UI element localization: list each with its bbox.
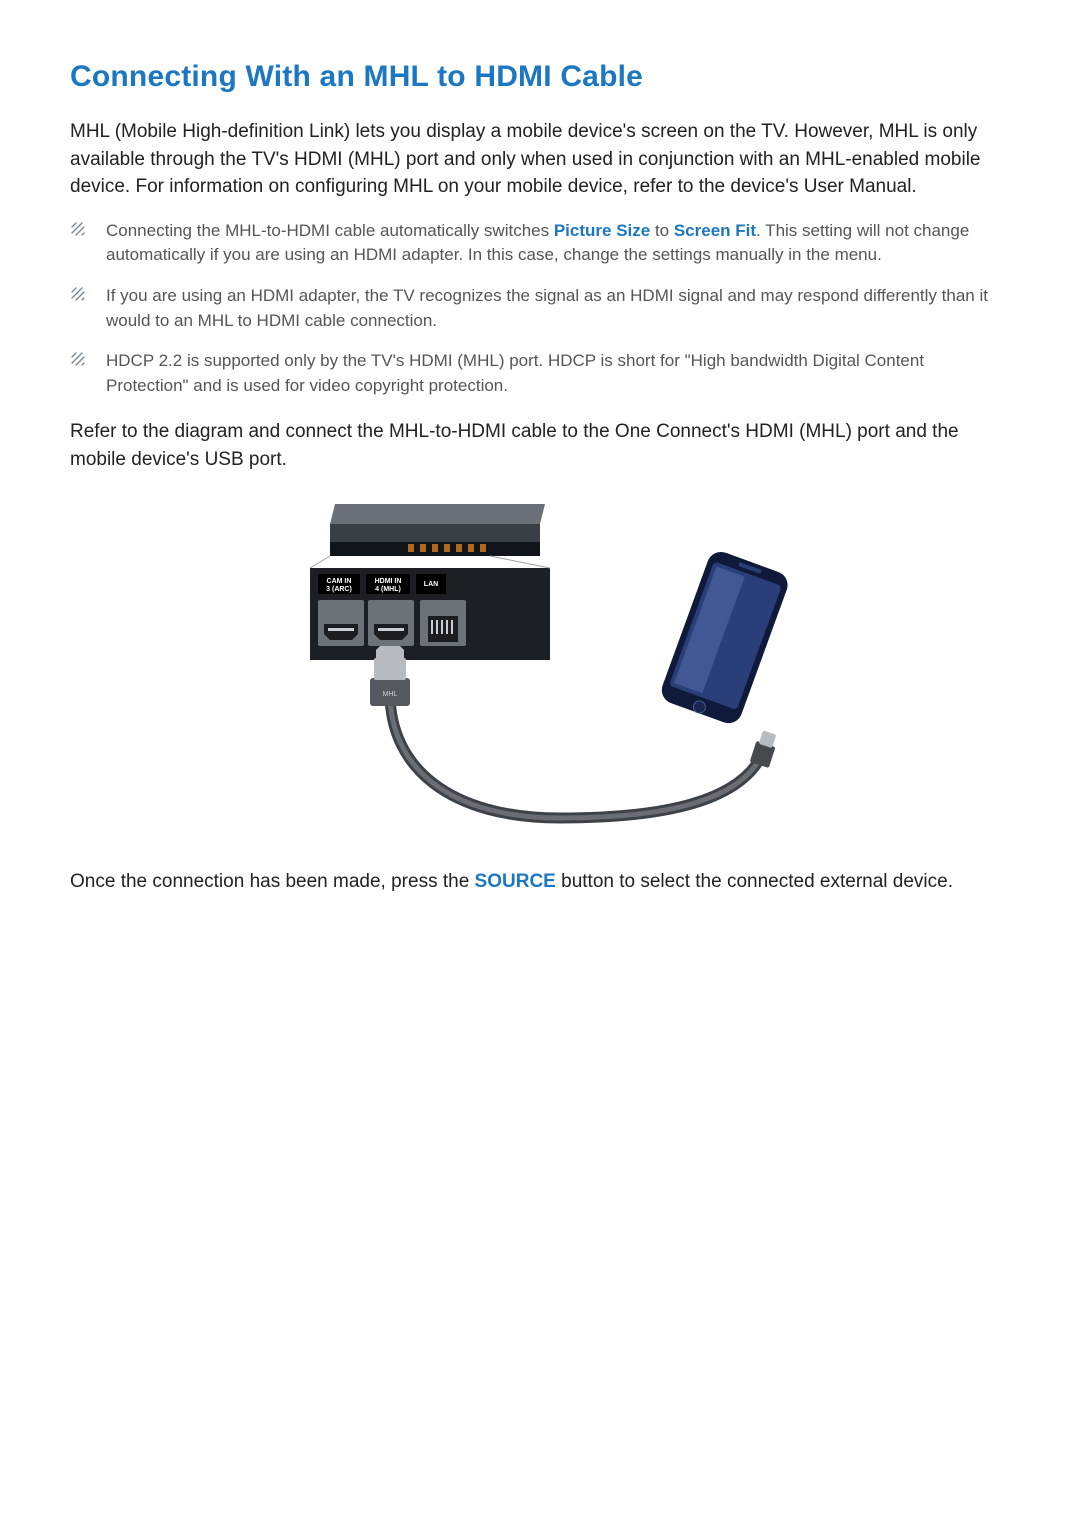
document-page: Connecting With an MHL to HDMI Cable MHL… (0, 0, 1080, 1527)
post-diagram-paragraph: Once the connection has been made, press… (70, 868, 1010, 896)
notes-list: Connecting the MHL-to-HDMI cable automat… (70, 219, 1010, 399)
note-icon (70, 286, 90, 302)
note-text: HDCP 2.2 is supported only by the TV's H… (106, 349, 1010, 398)
intro-paragraph: MHL (Mobile High-definition Link) lets y… (70, 118, 1010, 201)
svg-text:HDMI IN: HDMI IN (375, 578, 402, 585)
port-zoom-panel: CAM IN 3 (ARC) HDMI IN 4 (MHL) LAN (310, 568, 550, 660)
note-text: Connecting the MHL-to-HDMI cable automat… (106, 219, 1010, 268)
source-button-label: SOURCE (475, 871, 556, 892)
svg-text:LAN: LAN (424, 581, 438, 588)
note-text: If you are using an HDMI adapter, the TV… (106, 284, 1010, 333)
mobile-phone (658, 548, 792, 727)
instruction-paragraph: Refer to the diagram and connect the MHL… (70, 418, 1010, 473)
hdmi-plug: MHL (370, 646, 410, 706)
svg-text:MHL: MHL (383, 691, 398, 698)
note-highlight: Screen Fit (674, 221, 756, 240)
post-text-post: button to select the connected external … (556, 871, 953, 892)
note-icon (70, 351, 90, 367)
note-item: HDCP 2.2 is supported only by the TV's H… (70, 349, 1010, 398)
svg-text:3 (ARC): 3 (ARC) (326, 586, 352, 593)
note-item: Connecting the MHL-to-HDMI cable automat… (70, 219, 1010, 268)
note-text-mid: to (650, 221, 674, 240)
note-item: If you are using an HDMI adapter, the TV… (70, 284, 1010, 333)
one-connect-box (330, 504, 545, 556)
connection-diagram: CAM IN 3 (ARC) HDMI IN 4 (MHL) LAN (70, 498, 1010, 838)
page-title: Connecting With an MHL to HDMI Cable (70, 60, 1010, 94)
post-text-pre: Once the connection has been made, press… (70, 871, 475, 892)
micro-usb-plug (750, 729, 780, 768)
note-highlight: Picture Size (554, 221, 650, 240)
svg-text:CAM IN: CAM IN (327, 578, 352, 585)
note-text-pre: Connecting the MHL-to-HDMI cable automat… (106, 221, 554, 240)
svg-text:4 (MHL): 4 (MHL) (375, 586, 401, 593)
note-icon (70, 221, 90, 237)
